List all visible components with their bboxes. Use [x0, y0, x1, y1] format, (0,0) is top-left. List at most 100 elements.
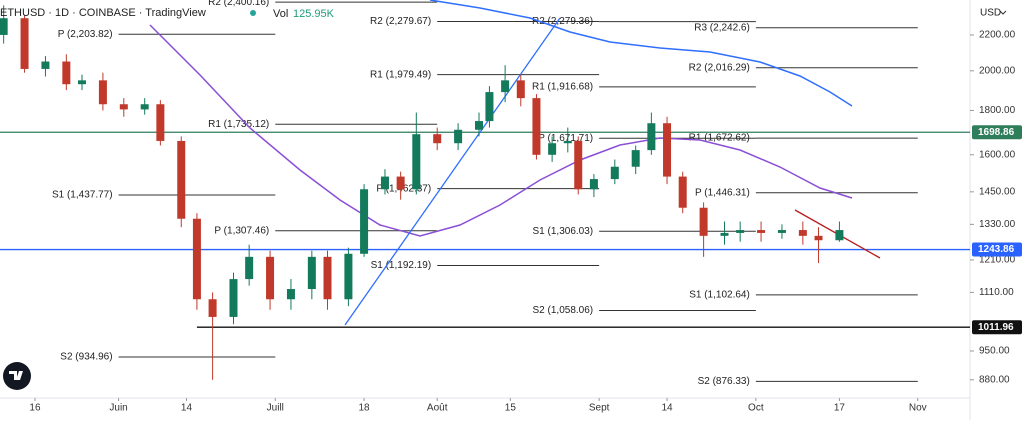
x-tick-label: 14	[661, 403, 673, 414]
pivot-label: P (1,446.31)	[695, 187, 750, 198]
pivot-label: P (1,671.71)	[538, 133, 593, 144]
candle-body	[0, 18, 8, 35]
candle-body	[798, 230, 807, 236]
candle-body	[777, 230, 786, 233]
pivot-label: R1 (1,672.62)	[689, 133, 750, 144]
price-tag	[972, 242, 1022, 257]
candle-body	[516, 80, 525, 99]
price-tag	[972, 320, 1022, 335]
candle-body	[360, 189, 369, 254]
price-tag	[972, 125, 1022, 140]
volume-label: Vol	[273, 8, 288, 20]
candle-body	[433, 134, 442, 144]
candle-body	[532, 98, 541, 155]
pivot-label: S1 (1,306.03)	[533, 226, 594, 237]
y-tick-label: 1800.00	[979, 105, 1016, 116]
x-tick-label: 15	[505, 403, 517, 414]
candle-body	[380, 176, 389, 190]
candles	[0, 5, 844, 380]
candle-body	[720, 232, 729, 236]
x-tick-label: 18	[359, 403, 371, 414]
candle-body	[699, 207, 708, 236]
pivot-label: S1 (1,437.77)	[52, 190, 113, 201]
pivot-label: P (2,203.82)	[58, 29, 113, 40]
x-tick-label: Nov	[909, 403, 927, 414]
pivot-label: P (1,307.46)	[214, 225, 269, 236]
x-tick-label: Oct	[748, 403, 764, 414]
dropdown-icon	[999, 10, 1007, 15]
pivot-label: R2 (2,279.67)	[370, 16, 431, 27]
volume-value: 125.95K	[293, 8, 335, 20]
logo	[3, 362, 31, 390]
candle-body	[736, 230, 745, 233]
pivot-label: R2 (2,016.29)	[689, 62, 750, 73]
y-tick-label: 2000.00	[979, 65, 1016, 76]
candle-body	[119, 104, 128, 110]
candle-body	[757, 230, 766, 233]
candle-body	[98, 80, 107, 105]
candle-body	[156, 104, 165, 141]
price-tag-label: 1243.86	[978, 244, 1015, 255]
candle-body	[631, 150, 640, 167]
price-axis: 2200.00 2000.00 1800.00 1600.00 1450.00 1330.…	[29, 30, 1022, 414]
candle-body	[589, 179, 598, 190]
candle-body	[192, 218, 201, 300]
candle-body	[20, 18, 29, 69]
candle-body	[307, 256, 316, 290]
candle-body	[563, 140, 572, 144]
candle-body	[663, 123, 672, 177]
moving-average	[149, 24, 853, 237]
candle-body	[323, 256, 332, 300]
candle-body	[266, 256, 275, 300]
candle-body	[835, 230, 844, 241]
x-tick-label: 17	[834, 403, 846, 414]
candle-body	[501, 80, 510, 93]
candle-body	[41, 61, 50, 69]
y-tick-label: 1210.00	[979, 255, 1016, 266]
x-tick-label: Août	[427, 403, 448, 414]
pivot-label: S2 (1,058.06)	[533, 305, 594, 316]
candle-body	[647, 123, 656, 151]
pivot-label: R2 (2,279.36)	[532, 16, 593, 27]
y-tick-label: 950.00	[979, 346, 1010, 357]
status-dot	[250, 10, 256, 16]
candle-body	[548, 143, 557, 155]
pivot-label: R3 (2,242.6)	[694, 22, 750, 33]
candle-body	[412, 134, 421, 190]
price-tag-label: 1698.86	[978, 127, 1015, 138]
candle-body	[245, 256, 254, 280]
pivot-label: S1 (1,192.19)	[371, 260, 432, 271]
pivot-label: S2 (934.96)	[60, 352, 112, 363]
y-tick-label: 1110.00	[979, 287, 1014, 298]
symbol: ETHUSD · 1D · COINBASE · TradingView	[0, 7, 206, 19]
y-tick-label: 1330.00	[979, 219, 1016, 230]
candle-body	[229, 279, 238, 317]
x-tick-label: Juill	[267, 403, 284, 414]
y-tick-label: 1600.00	[979, 149, 1016, 160]
pivot-label: R1 (1,979.49)	[370, 69, 431, 80]
pivot-label: R1 (1,916.68)	[532, 81, 593, 92]
candle-body	[454, 129, 463, 144]
price-tag-label: 1011.96	[978, 322, 1014, 333]
candle-body	[286, 289, 295, 300]
x-tick-label: Sept	[589, 403, 610, 414]
candle-body	[177, 140, 186, 219]
y-tick-label: 1450.00	[979, 186, 1016, 197]
candle-body	[344, 253, 353, 300]
candle-body	[814, 235, 823, 241]
candle-body	[140, 104, 149, 110]
x-tick-label: 16	[29, 403, 41, 414]
y-tick-label: 2200.00	[979, 30, 1016, 41]
pivot-label: S2 (876.33)	[698, 376, 750, 387]
candle-body	[474, 121, 483, 130]
pivot-label: R2 (2,400.16)	[208, 0, 269, 8]
candle-body	[678, 176, 687, 208]
candle-body	[485, 92, 494, 122]
candle-body	[208, 299, 217, 317]
x-tick-label: Juin	[109, 403, 127, 414]
candle-body	[62, 61, 71, 85]
candle-body	[78, 80, 87, 85]
pivot-label: R1 (1,735.12)	[208, 119, 269, 130]
